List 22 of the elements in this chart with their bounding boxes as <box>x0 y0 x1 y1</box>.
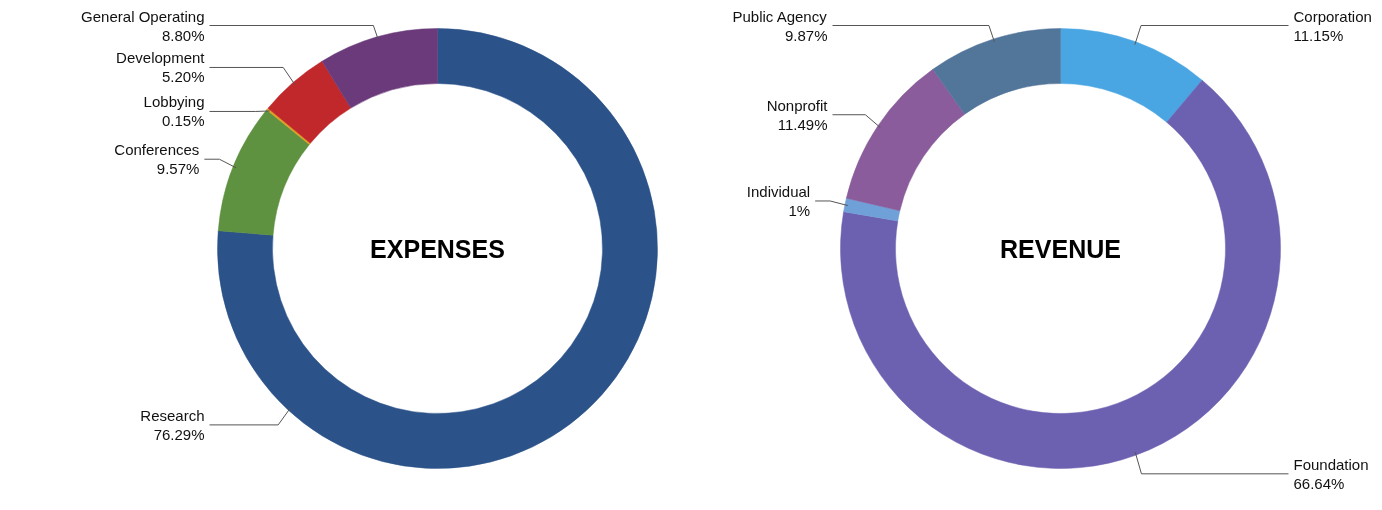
data-label: 8.80% <box>161 26 205 44</box>
slice-label: Nonprofit <box>766 96 829 114</box>
data-label: 9.57% <box>156 160 200 178</box>
slice-label: Lobbying <box>143 93 205 111</box>
data-label: 9.87% <box>784 26 828 44</box>
slice-label: Research <box>140 406 205 424</box>
slice-label: Corporation <box>1293 7 1372 25</box>
data-label: 0.15% <box>161 112 205 130</box>
text: EXPENSES <box>370 234 505 263</box>
slice-label: Public Agency <box>732 7 828 25</box>
slice-label: Foundation <box>1293 455 1369 473</box>
slice-label: Individual <box>746 182 811 200</box>
data-label: 11.49% <box>777 115 828 133</box>
text: REVENUE <box>1000 234 1121 263</box>
data-label: 1% <box>788 201 811 219</box>
data-label: 66.64% <box>1293 474 1345 492</box>
data-label: 5.20% <box>161 68 205 86</box>
slice-label: Conferences <box>114 141 200 159</box>
slice-label: Development <box>116 49 206 67</box>
data-label: 76.29% <box>153 425 205 443</box>
slice-label: General Operating <box>81 7 205 25</box>
data-label: 11.15% <box>1293 26 1344 44</box>
